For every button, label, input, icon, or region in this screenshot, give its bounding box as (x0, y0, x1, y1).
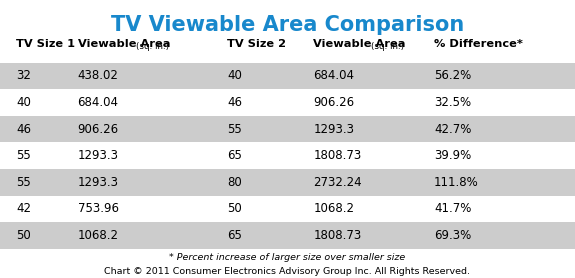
Text: Chart © 2011 Consumer Electronics Advisory Group Inc. All Rights Reserved.: Chart © 2011 Consumer Electronics Adviso… (105, 267, 470, 276)
Text: 41.7%: 41.7% (434, 202, 472, 215)
Text: Viewable Area: Viewable Area (78, 39, 170, 49)
Text: 46: 46 (227, 96, 242, 109)
Text: 56.2%: 56.2% (434, 69, 472, 82)
Text: (sq. in.): (sq. in.) (371, 42, 405, 51)
FancyBboxPatch shape (0, 89, 575, 116)
Text: 1808.73: 1808.73 (313, 229, 362, 242)
Text: * Percent increase of larger size over smaller size: * Percent increase of larger size over s… (170, 254, 405, 262)
Text: 1068.2: 1068.2 (313, 202, 354, 215)
Text: % Difference*: % Difference* (434, 39, 523, 49)
Text: 80: 80 (227, 176, 242, 189)
Text: 1293.3: 1293.3 (78, 149, 118, 162)
Text: 753.96: 753.96 (78, 202, 118, 215)
Text: Viewable Area: Viewable Area (313, 39, 406, 49)
Text: 40: 40 (16, 96, 31, 109)
Text: 65: 65 (227, 149, 242, 162)
Text: 1068.2: 1068.2 (78, 229, 118, 242)
FancyBboxPatch shape (0, 116, 575, 142)
FancyBboxPatch shape (0, 63, 575, 89)
Text: TV Size 1: TV Size 1 (16, 39, 75, 49)
FancyBboxPatch shape (0, 142, 575, 169)
Text: 50: 50 (227, 202, 242, 215)
Text: 40: 40 (227, 69, 242, 82)
Text: 46: 46 (16, 123, 31, 136)
Text: 1293.3: 1293.3 (78, 176, 118, 189)
Text: 55: 55 (227, 123, 242, 136)
Text: 2732.24: 2732.24 (313, 176, 362, 189)
Text: 684.04: 684.04 (78, 96, 118, 109)
Text: 42.7%: 42.7% (434, 123, 472, 136)
Text: 906.26: 906.26 (313, 96, 355, 109)
Text: TV Size 2: TV Size 2 (227, 39, 286, 49)
Text: 32.5%: 32.5% (434, 96, 472, 109)
Text: 55: 55 (16, 176, 31, 189)
FancyBboxPatch shape (0, 169, 575, 196)
Text: 32: 32 (16, 69, 31, 82)
Text: 1293.3: 1293.3 (313, 123, 354, 136)
Text: TV Viewable Area Comparison: TV Viewable Area Comparison (111, 15, 464, 35)
Text: 684.04: 684.04 (313, 69, 354, 82)
FancyBboxPatch shape (0, 222, 575, 249)
Text: 65: 65 (227, 229, 242, 242)
Text: 906.26: 906.26 (78, 123, 119, 136)
Text: 55: 55 (16, 149, 31, 162)
Text: 438.02: 438.02 (78, 69, 118, 82)
Text: 69.3%: 69.3% (434, 229, 472, 242)
FancyBboxPatch shape (0, 196, 575, 222)
Text: (sq. in.): (sq. in.) (136, 42, 169, 51)
Text: 111.8%: 111.8% (434, 176, 479, 189)
Text: 42: 42 (16, 202, 31, 215)
Text: 39.9%: 39.9% (434, 149, 472, 162)
Text: 50: 50 (16, 229, 31, 242)
Text: 1808.73: 1808.73 (313, 149, 362, 162)
